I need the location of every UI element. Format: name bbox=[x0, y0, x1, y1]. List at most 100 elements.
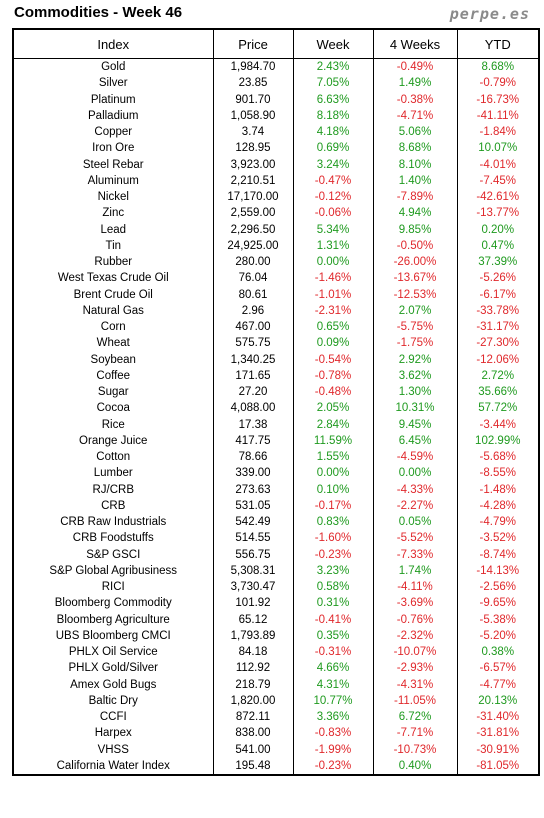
cell-4-weeks: 1.30% bbox=[372, 384, 458, 401]
cell-week: 0.65% bbox=[292, 319, 374, 336]
cell-index: CRB bbox=[12, 497, 214, 514]
table-row: Silver 23.85 7.05% 1.49% -0.79% bbox=[12, 75, 540, 92]
cell-week: 4.66% bbox=[292, 660, 374, 677]
table-row: Soybean 1,340.25 -0.54% 2.92% -12.06% bbox=[12, 351, 540, 368]
cell-ytd: 20.13% bbox=[456, 692, 540, 709]
cell-4-weeks: -4.71% bbox=[372, 107, 458, 124]
cell-index: Sugar bbox=[12, 384, 214, 401]
cell-week: 1.31% bbox=[292, 237, 374, 254]
cell-4-weeks: -0.38% bbox=[372, 91, 458, 108]
cell-week: 4.31% bbox=[292, 676, 374, 693]
cell-4-weeks: -12.53% bbox=[372, 286, 458, 303]
cell-price: 3,923.00 bbox=[212, 156, 294, 173]
table-row: Gold 1,984.70 2.43% -0.49% 8.68% bbox=[12, 58, 540, 76]
cell-ytd: -1.48% bbox=[456, 481, 540, 498]
cell-ytd: -5.26% bbox=[456, 270, 540, 287]
table-row: Aluminum 2,210.51 -0.47% 1.40% -7.45% bbox=[12, 172, 540, 189]
cell-price: 3,730.47 bbox=[212, 579, 294, 596]
cell-week: -1.46% bbox=[292, 270, 374, 287]
table-row: Amex Gold Bugs 218.79 4.31% -4.31% -4.77% bbox=[12, 676, 540, 693]
cell-ytd: -5.38% bbox=[456, 611, 540, 628]
cell-price: 1,793.89 bbox=[212, 627, 294, 644]
cell-4-weeks: -1.75% bbox=[372, 335, 458, 352]
cell-price: 17.38 bbox=[212, 416, 294, 433]
cell-week: -0.83% bbox=[292, 725, 374, 742]
cell-index: Iron Ore bbox=[12, 140, 214, 157]
cell-price: 17,170.00 bbox=[212, 189, 294, 206]
cell-week: -0.54% bbox=[292, 351, 374, 368]
cell-price: 128.95 bbox=[212, 140, 294, 157]
cell-ytd: 8.68% bbox=[456, 58, 540, 76]
cell-ytd: -8.55% bbox=[456, 465, 540, 482]
cell-index: Coffee bbox=[12, 367, 214, 384]
cell-4-weeks: -2.27% bbox=[372, 497, 458, 514]
cell-price: 112.92 bbox=[212, 660, 294, 677]
cell-index: Cotton bbox=[12, 449, 214, 466]
cell-index: Lumber bbox=[12, 465, 214, 482]
cell-4-weeks: 0.40% bbox=[372, 757, 458, 775]
cell-ytd: 0.38% bbox=[456, 644, 540, 661]
cell-4-weeks: -2.93% bbox=[372, 660, 458, 677]
cell-index: Steel Rebar bbox=[12, 156, 214, 173]
cell-index: Wheat bbox=[12, 335, 214, 352]
table-row: California Water Index 195.48 -0.23% 0.40% -… bbox=[12, 757, 540, 775]
cell-index: S&P GSCI bbox=[12, 546, 214, 563]
cell-week: -0.12% bbox=[292, 189, 374, 206]
cell-4-weeks: 0.05% bbox=[372, 514, 458, 531]
cell-4-weeks: -10.73% bbox=[372, 741, 458, 758]
cell-ytd: -16.73% bbox=[456, 91, 540, 108]
table-body: Gold 1,984.70 2.43% -0.49% 8.68% Silver 23.85 7… bbox=[12, 58, 540, 775]
cell-index: Harpex bbox=[12, 725, 214, 742]
cell-4-weeks: 10.31% bbox=[372, 400, 458, 417]
brand-watermark: perpe.es bbox=[449, 5, 530, 23]
table-row: Sugar 27.20 -0.48% 1.30% 35.66% bbox=[12, 384, 540, 401]
cell-index: Bloomberg Agriculture bbox=[12, 611, 214, 628]
cell-price: 1,820.00 bbox=[212, 692, 294, 709]
table-row: Rice 17.38 2.84% 9.45% -3.44% bbox=[12, 416, 540, 433]
cell-price: 84.18 bbox=[212, 644, 294, 661]
cell-price: 556.75 bbox=[212, 546, 294, 563]
cell-ytd: -9.65% bbox=[456, 595, 540, 612]
cell-price: 27.20 bbox=[212, 384, 294, 401]
cell-4-weeks: -5.75% bbox=[372, 319, 458, 336]
cell-4-weeks: -0.49% bbox=[372, 58, 458, 76]
cell-ytd: 0.47% bbox=[456, 237, 540, 254]
table-row: Natural Gas 2.96 -2.31% 2.07% -33.78% bbox=[12, 302, 540, 319]
cell-index: Zinc bbox=[12, 205, 214, 222]
cell-week: 5.34% bbox=[292, 221, 374, 238]
cell-index: Palladium bbox=[12, 107, 214, 124]
cell-4-weeks: 2.07% bbox=[372, 302, 458, 319]
cell-ytd: -33.78% bbox=[456, 302, 540, 319]
cell-week: 0.69% bbox=[292, 140, 374, 157]
cell-4-weeks: 1.49% bbox=[372, 75, 458, 92]
cell-index: Lead bbox=[12, 221, 214, 238]
cell-price: 4,088.00 bbox=[212, 400, 294, 417]
cell-week: 0.35% bbox=[292, 627, 374, 644]
cell-index: UBS Bloomberg CMCI bbox=[12, 627, 214, 644]
cell-ytd: 102.99% bbox=[456, 432, 540, 449]
cell-week: -1.01% bbox=[292, 286, 374, 303]
cell-week: -0.48% bbox=[292, 384, 374, 401]
cell-ytd: -41.11% bbox=[456, 107, 540, 124]
cell-ytd: -31.17% bbox=[456, 319, 540, 336]
cell-4-weeks: -26.00% bbox=[372, 254, 458, 271]
cell-price: 23.85 bbox=[212, 75, 294, 92]
cell-index: California Water Index bbox=[12, 757, 214, 775]
cell-price: 280.00 bbox=[212, 254, 294, 271]
cell-week: 0.83% bbox=[292, 514, 374, 531]
cell-ytd: -2.56% bbox=[456, 579, 540, 596]
cell-price: 2,210.51 bbox=[212, 172, 294, 189]
cell-price: 80.61 bbox=[212, 286, 294, 303]
cell-ytd: -5.20% bbox=[456, 627, 540, 644]
table-row: S&P Global Agribusiness 5,308.31 3.23% 1.74… bbox=[12, 562, 540, 579]
cell-price: 1,984.70 bbox=[212, 58, 294, 76]
cell-price: 901.70 bbox=[212, 91, 294, 108]
table-row: Copper 3.74 4.18% 5.06% -1.84% bbox=[12, 124, 540, 141]
cell-4-weeks: -5.52% bbox=[372, 530, 458, 547]
cell-4-weeks: 6.72% bbox=[372, 709, 458, 726]
table-row: Bloomberg Agriculture 65.12 -0.41% -0.76% -5… bbox=[12, 611, 540, 628]
table-row: Cotton 78.66 1.55% -4.59% -5.68% bbox=[12, 449, 540, 466]
cell-ytd: -3.44% bbox=[456, 416, 540, 433]
cell-4-weeks: -7.89% bbox=[372, 189, 458, 206]
cell-week: 2.43% bbox=[292, 58, 374, 76]
